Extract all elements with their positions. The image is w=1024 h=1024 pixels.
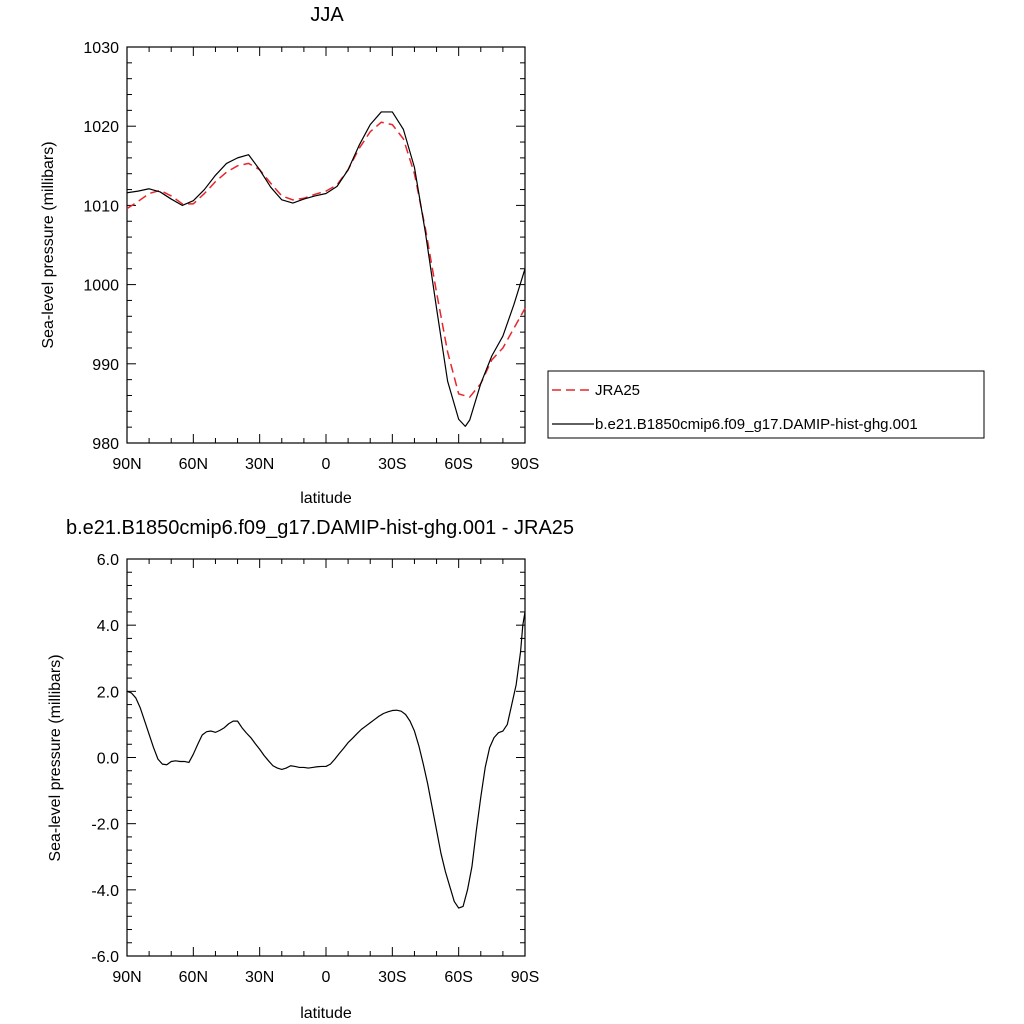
bottom-chart-ticks: 90N 60N 30N 0 30S 60S 90S -6.0 -4.0 -2.0 0.0 2.0 4.0…	[91, 552, 539, 986]
x-tick-label: 60S	[444, 969, 472, 986]
x-tick-label: 90S	[511, 456, 539, 473]
y-tick-label: 1010	[83, 198, 119, 215]
x-tick-label: 0	[322, 969, 331, 986]
difference-series-line	[126, 611, 526, 909]
x-tick-label: 30S	[378, 456, 406, 473]
series-line-jra25	[126, 121, 526, 398]
top-chart-legend: JRA25 b.e21.B1850cmip6.f09_g17.DAMIP-his…	[547, 370, 985, 439]
top-chart-panel: JJA 90N 60N 30N 0 30S 60S 90S 980 990 1000 1010 102…	[40, 4, 539, 507]
y-tick-label: -4.0	[91, 883, 119, 900]
y-tick-label: 1020	[83, 119, 119, 136]
x-tick-label: 0	[322, 456, 331, 473]
bottom-chart-title: b.e21.B1850cmip6.f09_g17.DAMIP-hist-ghg.…	[66, 517, 574, 539]
x-tick-label: 60N	[179, 456, 208, 473]
x-tick-label: 30N	[245, 969, 274, 986]
top-chart-ticks: 90N 60N 30N 0 30S 60S 90S 980 990 1000 1010 1020 103…	[83, 40, 539, 473]
bottom-chart-panel: b.e21.B1850cmip6.f09_g17.DAMIP-hist-ghg.…	[47, 517, 574, 1022]
series-line-model	[126, 111, 526, 427]
y-tick-label: -6.0	[91, 949, 119, 966]
legend-box	[547, 370, 985, 439]
x-tick-label: 90N	[112, 969, 141, 986]
top-y-axis-label: Sea-level pressure (millibars)	[40, 141, 57, 348]
top-chart-series	[126, 111, 526, 427]
y-tick-label: 4.0	[97, 618, 119, 635]
bottom-x-axis-label: latitude	[300, 1005, 352, 1022]
y-tick-label: -2.0	[91, 817, 119, 834]
legend-label-jra25: JRA25	[595, 382, 640, 399]
y-tick-label: 6.0	[97, 552, 119, 569]
top-plot-frame	[126, 46, 526, 444]
top-chart-title: JJA	[310, 4, 344, 26]
x-tick-label: 90S	[511, 969, 539, 986]
x-tick-label: 90N	[112, 456, 141, 473]
legend-label-model: b.e21.B1850cmip6.f09_g17.DAMIP-hist-ghg.…	[595, 416, 918, 433]
x-tick-label: 60N	[179, 969, 208, 986]
top-x-axis-label: latitude	[300, 490, 352, 507]
y-tick-label: 990	[92, 357, 119, 374]
x-tick-label: 60S	[444, 456, 472, 473]
bottom-y-axis-label: Sea-level pressure (millibars)	[47, 654, 64, 861]
x-tick-label: 30S	[378, 969, 406, 986]
y-tick-label: 2.0	[97, 684, 119, 701]
bottom-chart-series	[126, 611, 526, 909]
y-tick-label: 980	[92, 436, 119, 453]
y-tick-label: 0.0	[97, 751, 119, 768]
y-tick-label: 1000	[83, 278, 119, 295]
y-tick-label: 1030	[83, 40, 119, 57]
x-tick-label: 30N	[245, 456, 274, 473]
